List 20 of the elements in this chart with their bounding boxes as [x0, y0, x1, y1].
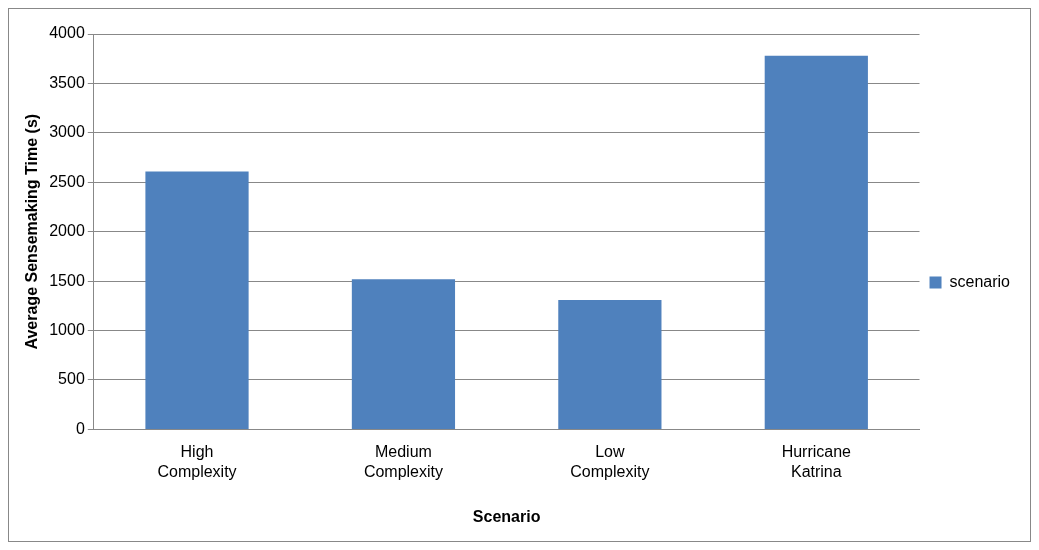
- y-tick-label: 4000: [49, 24, 85, 42]
- y-axis-title: Average Sensemaking Time (s): [23, 113, 41, 350]
- y-tick-label: 500: [58, 370, 85, 388]
- y-tick-label: 0: [75, 419, 85, 437]
- x-tick-label: Low Complexity: [570, 443, 650, 480]
- bar: [145, 171, 249, 429]
- x-tick-label: Hurricane Katrina: [781, 443, 852, 480]
- legend-label: scenario: [949, 272, 1011, 290]
- y-tick-label: 3000: [49, 123, 85, 141]
- y-tick-label: 1500: [49, 271, 85, 289]
- y-tick-label: 2500: [49, 172, 85, 190]
- bar: [351, 279, 456, 429]
- bar: [558, 299, 662, 429]
- x-axis-title: Scenario: [472, 507, 541, 525]
- y-tick-label: 2000: [49, 222, 85, 240]
- y-tick-label: 1000: [49, 320, 85, 338]
- y-tick-label: 3500: [49, 73, 85, 91]
- bar: [764, 55, 868, 429]
- x-tick-label: High Complexity: [157, 443, 237, 480]
- x-tick-label: Medium Complexity: [363, 443, 444, 480]
